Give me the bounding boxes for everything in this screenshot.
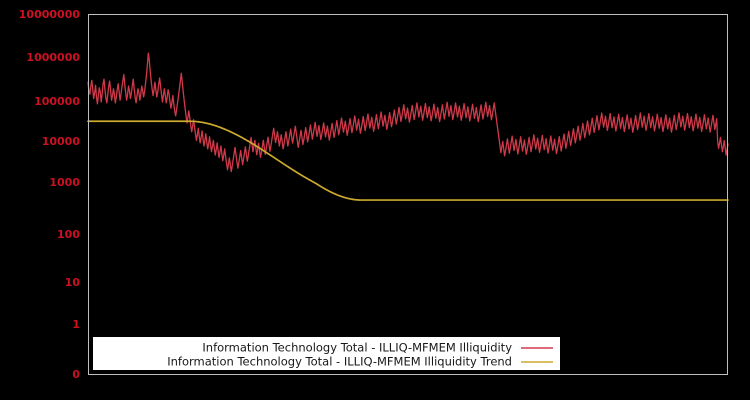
chart-legend[interactable]: Information Technology Total - ILLIQ-MFM… (93, 337, 560, 370)
plot-background (88, 14, 728, 375)
legend-background (93, 337, 560, 370)
y-axis-tick-label: 1000000 (26, 51, 80, 64)
series-line-illiquidity (87, 52, 729, 173)
y-axis-tick-label: 10000 (42, 135, 81, 148)
y-axis-tick-label: 100 (57, 228, 80, 241)
legend-entry-label: Information Technology Total - ILLIQ-MFM… (167, 355, 512, 369)
y-axis-tick-label: 10000000 (19, 8, 81, 21)
y-axis-tick-label: 1000 (49, 176, 80, 189)
y-axis-tick-label: 100000 (34, 95, 80, 108)
series-line-illiquidity-trend (87, 120, 729, 201)
y-axis-tick-label: 1 (72, 318, 80, 331)
legend-entry-label: Information Technology Total - ILLIQ-MFM… (202, 341, 512, 355)
y-axis-tick-label: 0 (72, 368, 80, 381)
y-axis-tick-label: 10 (65, 276, 81, 289)
plot-spines (88, 14, 728, 375)
